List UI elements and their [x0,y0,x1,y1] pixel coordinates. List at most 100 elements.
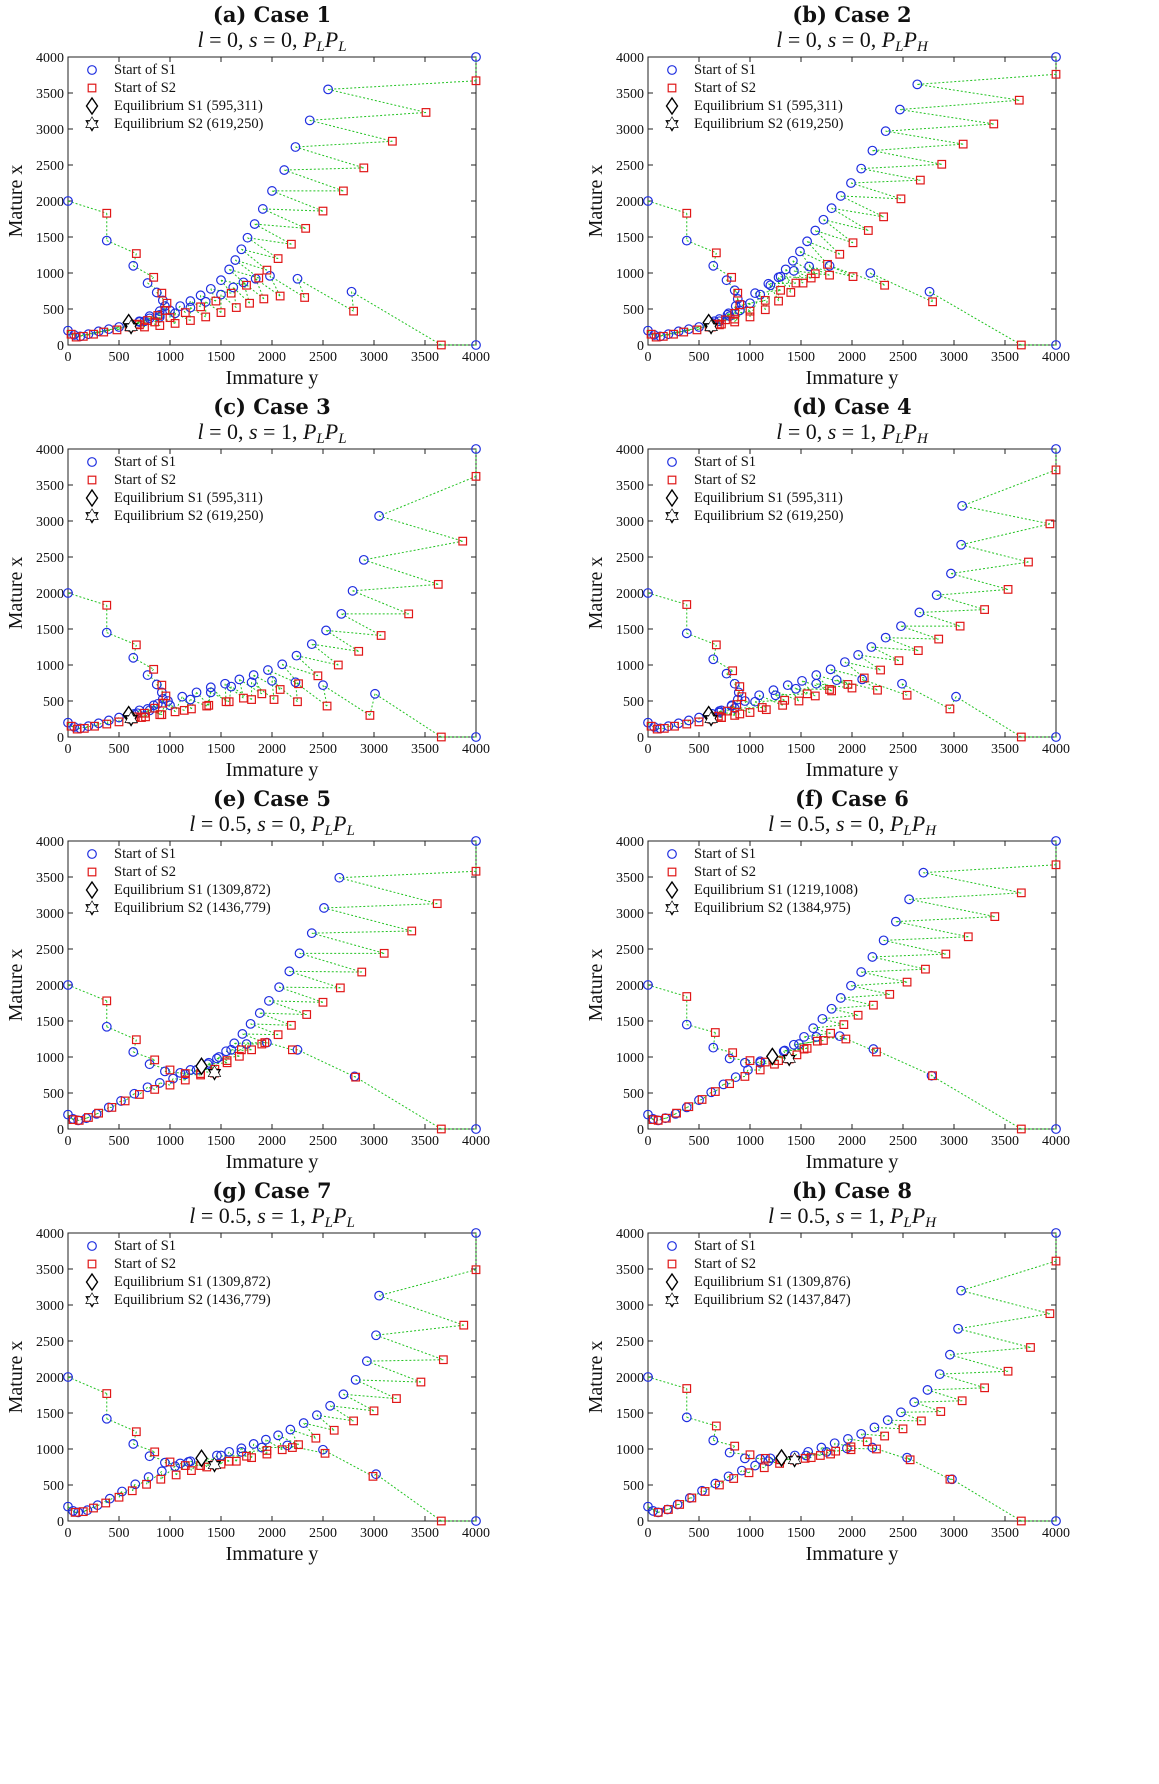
link-segment [734,706,763,709]
series-s1 [63,52,481,342]
point-s1 [716,705,727,716]
link-segment [780,276,797,284]
link-segment [210,686,227,703]
point-s1 [779,1045,790,1056]
point-s2 [1051,465,1061,475]
point-s1 [249,219,260,229]
x-tick-label: 1500 [787,1134,815,1149]
point-s2 [786,288,796,297]
legend-eq1-marker [85,488,99,508]
link-segment [778,277,792,293]
link-segment [919,609,985,613]
y-tick-label: 3000 [36,123,64,138]
link-segment [663,330,679,337]
point-s1 [471,340,481,350]
point-s2 [778,700,788,710]
x-tick-label: 0 [645,1134,652,1149]
y-tick-label: 0 [57,1515,64,1530]
x-tick-label: 2000 [258,350,286,365]
link-segment [701,1091,712,1100]
link-segment [961,469,1057,507]
link-segment [719,712,740,715]
link-segment [846,1447,877,1450]
series-s2 [682,208,745,332]
y-tick-label: 2500 [616,1335,644,1350]
point-s1 [142,278,153,288]
point-s1 [768,685,779,696]
link-segment [873,1048,877,1053]
point-s2 [1016,1516,1026,1526]
link-segment [734,683,743,697]
link-segment [895,916,995,923]
point-s1 [238,277,249,288]
link-segment [850,182,902,200]
point-s2 [646,721,656,731]
point-s1 [790,683,801,694]
link-segment [154,310,171,323]
legend-s2-marker [87,1259,97,1269]
legend: Start of S1 Start of S2 Equilibrium S1 (59… [665,62,844,132]
legend-eq1-marker [85,96,99,116]
point-s1 [290,142,301,152]
y-tick-label: 0 [57,1123,64,1138]
point-s2 [757,703,767,712]
point-s1 [909,1397,920,1408]
point-s2 [934,634,944,644]
point-s2 [432,899,442,909]
link-segment [917,83,1020,101]
plot-area [647,448,1057,738]
link-segment [871,646,900,662]
legend-eq2-marker [85,116,99,132]
link-segment [190,699,207,707]
point-s1 [224,264,235,275]
point-s1 [471,52,481,62]
point-s2 [322,701,332,711]
point-s2 [802,689,812,699]
point-s1 [128,260,139,271]
point-s1 [63,1109,73,1120]
point-s1 [101,1413,112,1424]
y-tick-label: 2000 [36,587,64,602]
point-s2 [157,288,167,298]
x-tick-label: 2500 [309,742,337,757]
point-s1 [765,1453,776,1464]
link-segment [887,1419,904,1430]
x-tick-label: 3000 [940,742,968,757]
point-s2 [204,700,214,710]
point-s1 [956,1285,967,1296]
point-s1 [248,1439,259,1449]
x-tick-label: 1500 [207,350,235,365]
chart-svg: (d) Case 4l = 0, s = 1, PLPH 0 500 1000 1500… [585,394,1070,781]
plot-marks [643,52,1061,350]
point-s2 [711,640,721,650]
chart-svg: (c) Case 3l = 0, s = 1, PLPL 0 500 1000 1500… [5,394,490,781]
point-s1 [808,1023,819,1034]
point-s1 [185,296,196,306]
point-s2 [880,1431,890,1441]
point-s1 [924,286,935,297]
point-s1 [708,654,719,665]
point-s2 [896,194,906,204]
x-tick-label: 4000 [462,350,490,365]
link-segment [929,291,1022,346]
point-s1 [856,163,867,174]
point-s2 [1024,557,1033,567]
link-segment [801,680,816,697]
plot-marks [63,836,481,1134]
legend-eq1-label: Equilibrium S1 (1309,872) [114,882,271,898]
link-segment [185,1073,201,1076]
point-s2 [102,208,112,218]
link-segment [686,1024,716,1034]
legend-eq2-marker [85,508,99,524]
point-s1 [346,286,357,297]
legend-s1-label: Start of S1 [694,1238,756,1254]
link-segment [311,643,339,666]
link-segment [277,1435,283,1450]
point-s2 [653,1115,663,1125]
legend-eq2-marker [665,1292,679,1308]
point-s2 [745,708,755,717]
y-tick-label: 3000 [616,515,644,530]
point-s2 [651,332,661,342]
legend-s1-marker [667,65,677,75]
y-tick-label: 4000 [36,835,64,850]
